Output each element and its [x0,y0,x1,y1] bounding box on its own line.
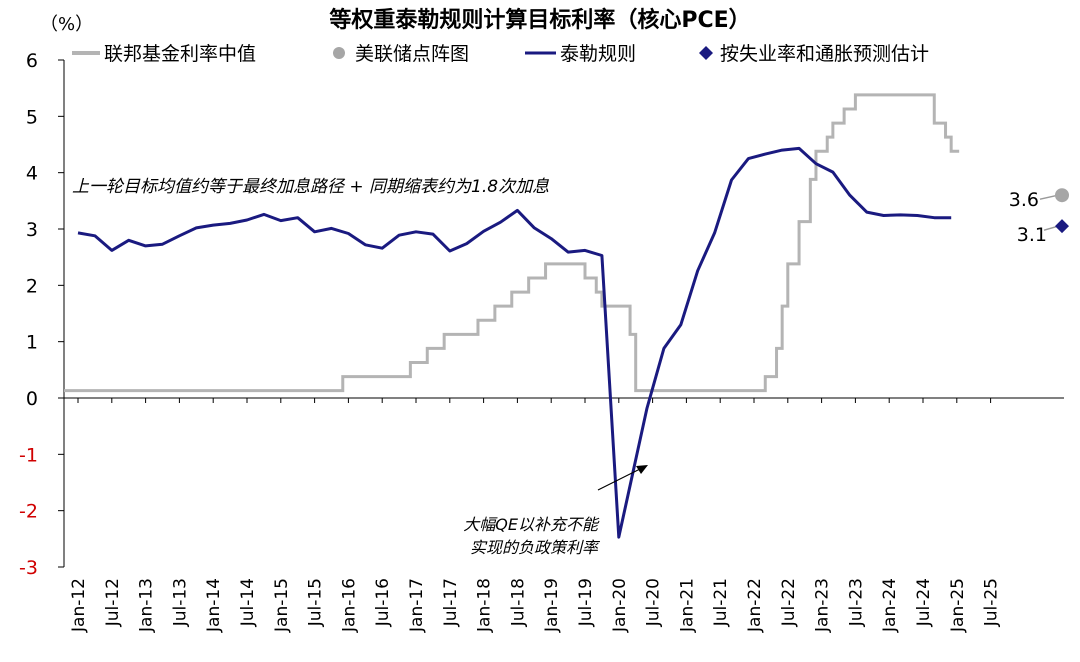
legend-dot-plot-swatch [333,47,345,59]
annotation-arrow-line [597,467,643,491]
x-tick-label: Jan-15 [272,578,292,633]
x-tick-label: Jan-21 [677,578,697,633]
annotation-cycle-note: 上一轮目标均值约等于最终加息路径 + 同期缩表约为1.8次加息 [72,177,549,197]
x-tick-label: Jul-21 [711,578,731,627]
estimate-point [1055,219,1069,234]
annotations: 上一轮目标均值约等于最终加息路径 + 同期缩表约为1.8次加息大幅QE以补充不能… [72,177,648,557]
y-tick-label: 1 [26,332,38,354]
y-tick-label: 6 [26,50,38,72]
y-tick-label: 5 [26,106,38,128]
x-tick-label: Jul-16 [373,578,393,627]
x-tick-label: Jul-20 [644,578,664,627]
x-tick-label: Jul-24 [914,578,934,627]
x-tick-label: Jan-17 [407,578,427,633]
annotation-qe-note: 实现的负政策利率 [470,538,601,557]
legend-estimate-label: 按失业率和通胀预测估计 [720,43,929,65]
y-tick-label: 4 [26,163,38,185]
x-tick-label: Jan-25 [948,578,968,633]
estimate-label: 3.1 [1017,224,1047,246]
legend-taylor-label: 泰勒规则 [560,43,636,65]
x-tick-label: Jan-23 [813,578,833,633]
x-tick-label: Jul-22 [779,578,799,627]
y-axis-unit: （%） [40,14,94,35]
y-tick-label: 0 [26,388,38,410]
x-tick-label: Jul-23 [846,578,866,627]
x-tick-label: Jul-17 [441,578,461,627]
x-axis-tick-labels: Jan-12 Jul-12 Jan-13 Jul-13 Jan-14 Jul-14 Jan-… [69,578,1002,633]
dot-plot-point [1055,188,1069,203]
x-tick-label: Jan-13 [137,578,157,633]
y-tick-label: 3 [26,219,38,241]
estimate-leader [1043,225,1059,231]
annotation-qe-note: 大幅QE以补充不能 [463,515,600,534]
x-tick-label: Jan-18 [475,578,495,633]
y-tick-label: 2 [26,275,38,297]
axes [58,59,1064,568]
legend: 联邦基金利率中值 美联储点阵图 泰勒规则 按失业率和通胀预测估计 [72,43,929,65]
chart-title: 等权重泰勒规则计算目标利率（核心PCE） [329,8,751,33]
series-fed-funds-median [64,93,960,393]
x-tick-label: Jan-22 [745,578,765,633]
series-taylor-rule [77,146,952,539]
x-tick-label: Jul-15 [306,578,326,627]
x-tick-label: Jan-24 [880,578,900,633]
series-layer: 3.6 3.1 [64,93,1069,539]
y-axis-tick-labels: 6 5 4 3 2 1 0 -1 -2 -3 [19,50,38,579]
x-tick-label: Jan-19 [542,578,562,633]
x-tick-label: Jul-13 [170,578,190,627]
dot-plot-label: 3.6 [1009,189,1039,211]
y-tick-label: -2 [19,501,38,523]
x-tick-label: Jan-16 [339,578,359,633]
dot-plot-leader [1039,194,1059,200]
x-tick-label: Jan-20 [610,578,630,633]
legend-estimate-swatch [699,46,713,60]
legend-dot-plot-label: 美联储点阵图 [355,43,469,65]
x-tick-label: Jan-12 [69,578,89,633]
x-tick-label: Jul-19 [576,578,596,627]
y-tick-label: -1 [19,444,38,466]
legend-fed-funds-label: 联邦基金利率中值 [104,43,256,65]
x-tick-label: Jul-12 [103,578,123,627]
y-tick-label: -3 [19,557,38,579]
x-tick-label: Jul-25 [982,578,1002,627]
annotation-arrow-head [636,465,648,474]
x-tick-label: Jul-14 [238,578,258,627]
x-tick-label: Jul-18 [508,578,528,627]
x-tick-label: Jan-14 [204,578,224,633]
